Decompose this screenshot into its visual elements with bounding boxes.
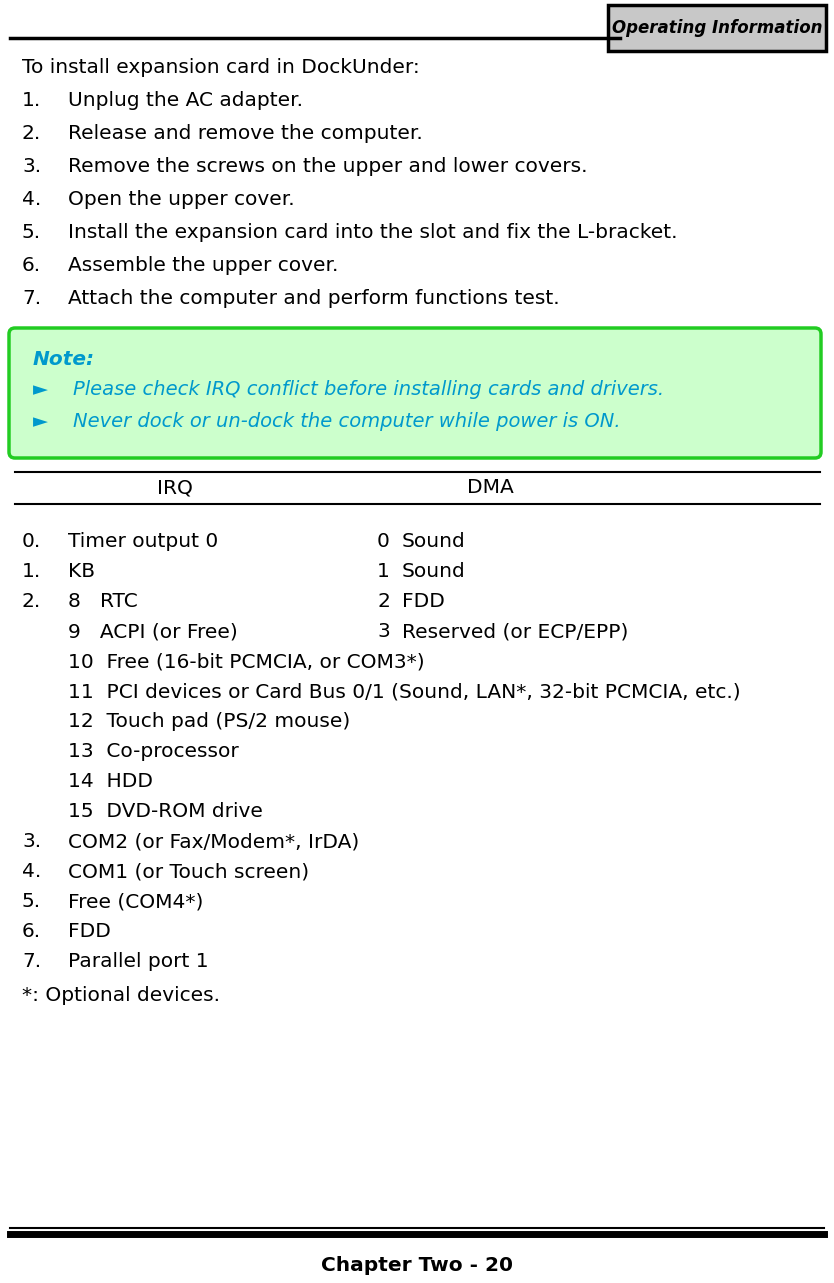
Text: 0.: 0. (22, 532, 41, 550)
Text: Free (COM4*): Free (COM4*) (68, 892, 203, 911)
Text: 1.: 1. (22, 562, 41, 581)
Text: 9   ACPI (or Free): 9 ACPI (or Free) (68, 622, 238, 642)
Text: 5.: 5. (22, 892, 41, 911)
Text: Reserved (or ECP/EPP): Reserved (or ECP/EPP) (402, 622, 628, 642)
Text: Chapter Two - 20: Chapter Two - 20 (321, 1256, 513, 1275)
Text: 1: 1 (377, 562, 390, 581)
Text: COM2 (or Fax/Modem*, IrDA): COM2 (or Fax/Modem*, IrDA) (68, 831, 359, 851)
Text: 5.: 5. (22, 223, 41, 242)
Text: ►    Please check IRQ conflict before installing cards and drivers.: ► Please check IRQ conflict before insta… (33, 380, 664, 399)
Text: 2: 2 (377, 591, 390, 611)
Text: KB: KB (68, 562, 95, 581)
Text: Remove the screws on the upper and lower covers.: Remove the screws on the upper and lower… (68, 157, 587, 176)
Text: Sound: Sound (402, 562, 465, 581)
Text: 3.: 3. (22, 157, 41, 176)
Text: 7.: 7. (22, 289, 41, 308)
Text: Open the upper cover.: Open the upper cover. (68, 190, 294, 209)
Text: 0: 0 (377, 532, 390, 550)
Text: COM1 (or Touch screen): COM1 (or Touch screen) (68, 862, 309, 881)
Text: 6.: 6. (22, 257, 41, 275)
Text: 3: 3 (377, 622, 390, 642)
Text: Unplug the AC adapter.: Unplug the AC adapter. (68, 91, 303, 110)
Text: Attach the computer and perform functions test.: Attach the computer and perform function… (68, 289, 560, 308)
Text: Sound: Sound (402, 532, 465, 550)
Text: IRQ: IRQ (157, 479, 193, 497)
Text: Operating Information: Operating Information (612, 19, 822, 37)
Text: 4.: 4. (22, 190, 41, 209)
Text: 15  DVD-ROM drive: 15 DVD-ROM drive (68, 802, 263, 821)
Text: 3.: 3. (22, 831, 41, 851)
Text: 14  HDD: 14 HDD (68, 772, 153, 792)
Text: 4.: 4. (22, 862, 41, 881)
Text: 10  Free (16-bit PCMCIA, or COM3*): 10 Free (16-bit PCMCIA, or COM3*) (68, 652, 425, 671)
Text: FDD: FDD (402, 591, 445, 611)
Text: DMA: DMA (467, 479, 514, 497)
Text: 13  Co-processor: 13 Co-processor (68, 742, 239, 761)
Text: 2.: 2. (22, 591, 41, 611)
Text: Assemble the upper cover.: Assemble the upper cover. (68, 257, 339, 275)
Text: Install the expansion card into the slot and fix the L-bracket.: Install the expansion card into the slot… (68, 223, 677, 242)
Text: 1.: 1. (22, 91, 41, 110)
Text: Release and remove the computer.: Release and remove the computer. (68, 124, 423, 142)
Text: 6.: 6. (22, 922, 41, 940)
Text: Note:: Note: (33, 350, 95, 370)
Text: 7.: 7. (22, 952, 41, 971)
Text: ►    Never dock or un-dock the computer while power is ON.: ► Never dock or un-dock the computer whi… (33, 412, 620, 431)
Text: 12  Touch pad (PS/2 mouse): 12 Touch pad (PS/2 mouse) (68, 712, 350, 731)
Text: To install expansion card in DockUnder:: To install expansion card in DockUnder: (22, 58, 420, 77)
FancyBboxPatch shape (608, 5, 826, 51)
Text: 11  PCI devices or Card Bus 0/1 (Sound, LAN*, 32-bit PCMCIA, etc.): 11 PCI devices or Card Bus 0/1 (Sound, L… (68, 683, 741, 701)
Text: 2.: 2. (22, 124, 41, 142)
FancyBboxPatch shape (9, 328, 821, 458)
Text: FDD: FDD (68, 922, 111, 940)
Text: Timer output 0: Timer output 0 (68, 532, 219, 550)
Text: Parallel port 1: Parallel port 1 (68, 952, 208, 971)
Text: 8   RTC: 8 RTC (68, 591, 138, 611)
Text: *: Optional devices.: *: Optional devices. (22, 987, 220, 1005)
